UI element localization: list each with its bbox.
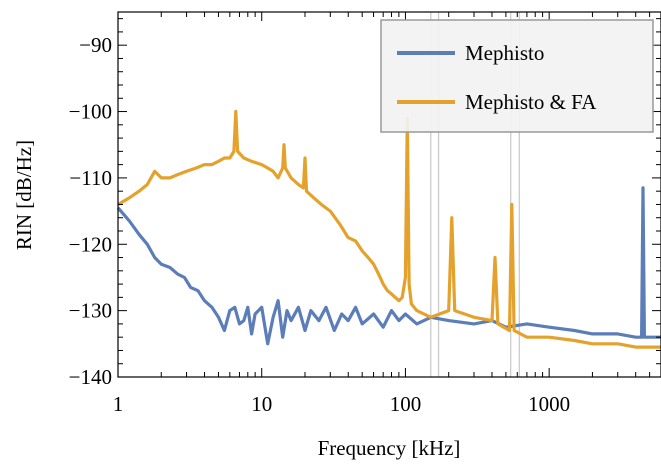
- series-line-1: [117, 109, 661, 349]
- x-tick-label-0: 1: [113, 392, 124, 416]
- legend-box: [380, 19, 654, 133]
- legend: Mephisto Mephisto & FA: [380, 19, 654, 133]
- y-tick-label-1: −100: [69, 100, 112, 124]
- y-tick-label-0: −90: [79, 33, 112, 57]
- plot-frame: [117, 11, 661, 378]
- legend-label-mephisto: Mephisto: [465, 41, 544, 65]
- x-tick-label-1: 10: [251, 392, 272, 416]
- axis-ticks: [117, 12, 661, 378]
- x-axis-title: Frequency [kHz]: [318, 436, 461, 460]
- y-tick-label-2: −110: [69, 166, 112, 190]
- legend-label-mephisto-fa: Mephisto & FA: [465, 90, 597, 114]
- y-tick-label-5: −140: [69, 365, 112, 389]
- series-line-0: [116, 186, 661, 346]
- x-tick-label-2: 100: [390, 392, 422, 416]
- tick-labels: 1 10 100 1000 −90 −100 −110 −120 −130 −140: [69, 33, 571, 416]
- y-axis-title: RIN [dB/Hz]: [12, 140, 36, 250]
- series-layer: [116, 109, 661, 349]
- y-tick-label-3: −120: [69, 232, 112, 256]
- y-tick-label-4: −130: [69, 299, 112, 323]
- x-tick-label-3: 1000: [528, 392, 570, 416]
